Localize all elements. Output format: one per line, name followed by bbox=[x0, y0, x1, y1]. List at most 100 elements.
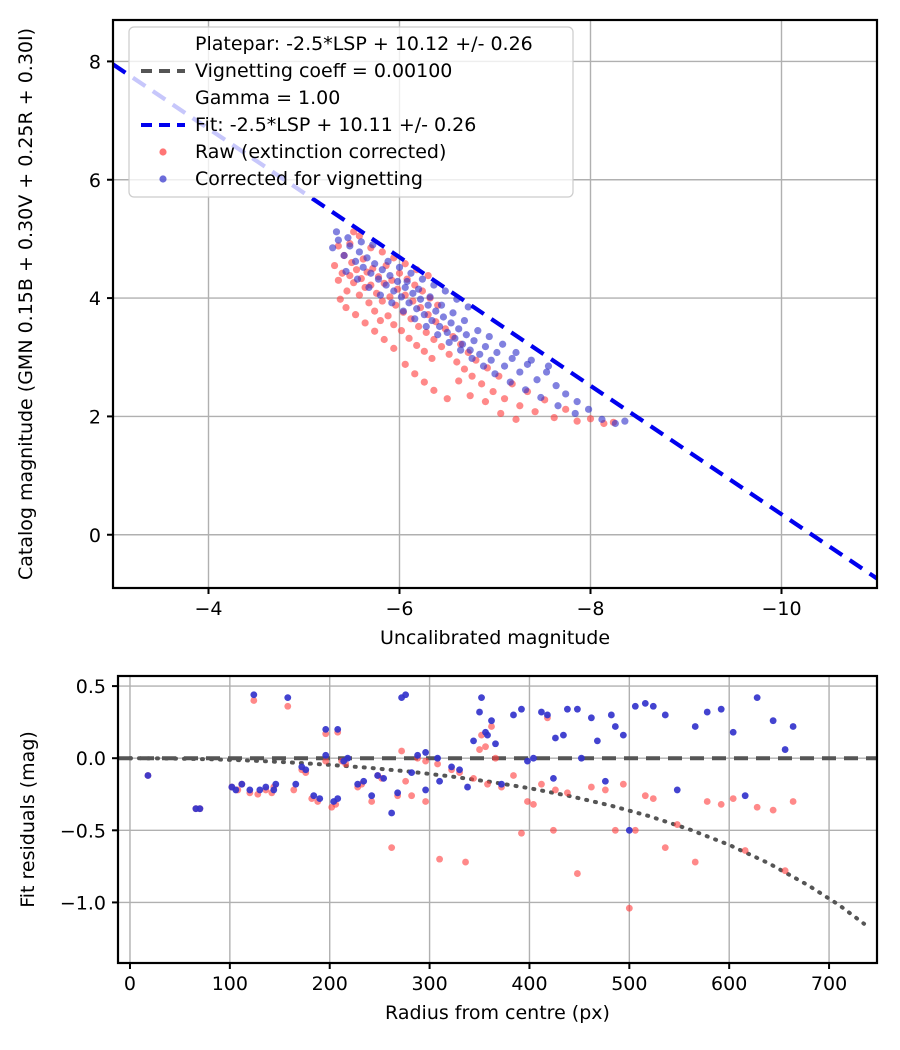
data-point bbox=[789, 723, 797, 730]
x-tick-label: −6 bbox=[385, 598, 413, 620]
data-point bbox=[492, 754, 499, 762]
data-point bbox=[386, 293, 394, 301]
data-point bbox=[144, 772, 152, 779]
y-tick-label: −0.5 bbox=[60, 820, 106, 842]
data-point bbox=[479, 362, 488, 370]
data-point bbox=[316, 795, 324, 802]
data-point bbox=[290, 786, 298, 794]
data-point bbox=[564, 789, 571, 797]
top-axes-frame bbox=[111, 18, 879, 590]
data-point bbox=[619, 731, 627, 739]
data-point bbox=[550, 414, 558, 422]
data-point bbox=[445, 338, 453, 347]
data-point bbox=[443, 328, 451, 336]
data-point bbox=[508, 354, 516, 363]
data-point bbox=[478, 694, 485, 702]
data-point bbox=[284, 702, 292, 710]
legend-item[interactable]: Raw (extinction corrected) bbox=[159, 141, 446, 163]
data-point bbox=[741, 847, 749, 854]
data-point bbox=[482, 728, 489, 736]
x-tick-label: −4 bbox=[194, 598, 222, 620]
data-point bbox=[512, 415, 520, 423]
data-point bbox=[407, 269, 415, 277]
data-point bbox=[510, 711, 517, 719]
legend-item[interactable]: Fit: -2.5*LSP + 10.11 +/- 0.26 bbox=[141, 114, 476, 136]
y-axis-label: Fit residuals (mag) bbox=[17, 731, 39, 908]
data-point bbox=[631, 826, 639, 834]
data-point bbox=[611, 723, 619, 730]
data-point bbox=[466, 346, 474, 354]
data-point bbox=[550, 826, 557, 834]
data-point bbox=[402, 691, 410, 699]
data-point bbox=[394, 789, 402, 797]
data-point bbox=[368, 792, 376, 800]
data-point bbox=[401, 260, 409, 268]
data-point bbox=[411, 370, 419, 378]
legend-item-label: Fit: -2.5*LSP + 10.11 +/- 0.26 bbox=[195, 114, 476, 136]
data-point bbox=[753, 694, 761, 702]
legend-item[interactable]: Corrected for vignetting bbox=[159, 168, 423, 190]
data-point bbox=[451, 334, 459, 342]
legend-item[interactable]: Vignetting coeff = 0.00100 bbox=[141, 60, 452, 82]
data-point bbox=[322, 757, 330, 765]
data-point bbox=[367, 269, 375, 277]
data-point bbox=[552, 786, 559, 794]
data-point bbox=[418, 275, 427, 283]
data-point bbox=[587, 714, 595, 722]
data-point bbox=[334, 236, 342, 244]
bottom-axes-fit-residuals: 0 100 200 300 400 500 600 700 0.5 0.0 −0.5 −1.0 Radi… bbox=[17, 674, 879, 1024]
data-point bbox=[434, 760, 441, 768]
data-point bbox=[414, 751, 422, 759]
data-point bbox=[322, 751, 330, 759]
legend-dot-icon bbox=[159, 148, 167, 156]
data-point bbox=[562, 390, 570, 398]
legend-item[interactable]: Platepar: -2.5*LSP + 10.12 +/- 0.26 bbox=[195, 33, 533, 55]
data-point bbox=[484, 780, 491, 788]
data-point bbox=[500, 362, 509, 370]
data-point bbox=[544, 362, 553, 370]
data-point bbox=[310, 792, 318, 800]
data-point bbox=[270, 786, 278, 794]
data-point bbox=[781, 746, 789, 753]
data-point bbox=[402, 777, 410, 785]
legend: Platepar: -2.5*LSP + 10.12 +/- 0.26 Vigne… bbox=[128, 26, 574, 198]
data-point bbox=[462, 331, 470, 339]
data-point bbox=[354, 780, 362, 788]
data-point bbox=[437, 301, 446, 309]
data-point bbox=[422, 757, 429, 765]
top-scatter-series-corrected bbox=[329, 228, 629, 428]
data-point bbox=[424, 272, 432, 280]
data-point bbox=[573, 417, 581, 425]
data-point bbox=[292, 780, 300, 788]
data-point bbox=[527, 356, 535, 364]
legend-dot-icon bbox=[159, 175, 167, 183]
data-point bbox=[673, 786, 681, 794]
data-point bbox=[611, 826, 619, 834]
data-point bbox=[436, 322, 444, 331]
data-point bbox=[691, 858, 699, 866]
data-point bbox=[434, 331, 442, 339]
data-point bbox=[524, 798, 531, 805]
data-point bbox=[334, 276, 342, 284]
x-tick-label: −10 bbox=[761, 598, 801, 620]
data-point bbox=[641, 700, 649, 707]
data-point bbox=[488, 717, 495, 725]
x-axis-label: Uncalibrated magnitude bbox=[380, 627, 610, 649]
data-point bbox=[456, 766, 463, 774]
data-point bbox=[334, 242, 342, 250]
data-point bbox=[607, 711, 615, 719]
data-point bbox=[601, 777, 609, 785]
data-point bbox=[691, 723, 699, 730]
data-point bbox=[717, 705, 725, 713]
data-point bbox=[661, 711, 669, 719]
data-point bbox=[420, 311, 428, 319]
legend-item[interactable]: Gamma = 1.00 bbox=[195, 87, 340, 109]
legend-item-label: Raw (extinction corrected) bbox=[195, 141, 446, 163]
data-point bbox=[340, 251, 348, 260]
data-point bbox=[481, 398, 490, 406]
data-point bbox=[510, 772, 517, 779]
data-point bbox=[443, 395, 451, 403]
data-point bbox=[464, 783, 471, 791]
data-point bbox=[560, 731, 567, 739]
